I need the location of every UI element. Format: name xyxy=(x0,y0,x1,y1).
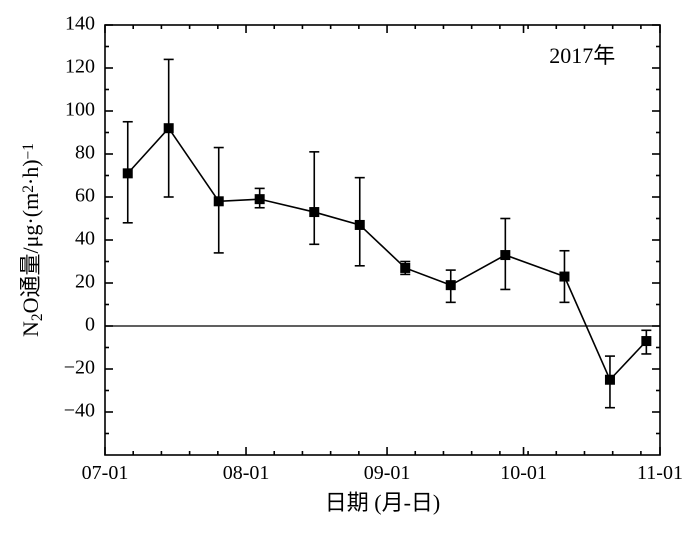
svg-text:100: 100 xyxy=(65,99,95,121)
svg-text:N2O通量/μg·(m2·h)−1: N2O通量/μg·(m2·h)−1 xyxy=(18,143,46,337)
svg-text:140: 140 xyxy=(65,13,95,35)
svg-text:20: 20 xyxy=(75,271,95,293)
svg-text:2017年: 2017年 xyxy=(549,43,615,68)
svg-text:40: 40 xyxy=(75,228,95,250)
svg-text:日期 (月-日): 日期 (月-日) xyxy=(325,490,440,515)
svg-text:09-01: 09-01 xyxy=(364,462,411,484)
svg-text:08-01: 08-01 xyxy=(223,462,270,484)
svg-text:60: 60 xyxy=(75,185,95,207)
chart-container: −40 −20 0 20 40 60 80 100 120 140 07-01 08-01 09-01 1… xyxy=(0,0,700,533)
svg-text:80: 80 xyxy=(75,142,95,164)
svg-text:0: 0 xyxy=(85,314,95,336)
svg-text:10-01: 10-01 xyxy=(500,462,547,484)
svg-text:07-01: 07-01 xyxy=(82,462,129,484)
svg-text:11-01: 11-01 xyxy=(637,462,683,484)
svg-text:−40: −40 xyxy=(64,400,95,422)
svg-text:120: 120 xyxy=(65,56,95,78)
svg-text:−20: −20 xyxy=(64,357,95,379)
n2o-flux-chart: −40 −20 0 20 40 60 80 100 120 140 07-01 08-01 09-01 1… xyxy=(0,0,700,533)
